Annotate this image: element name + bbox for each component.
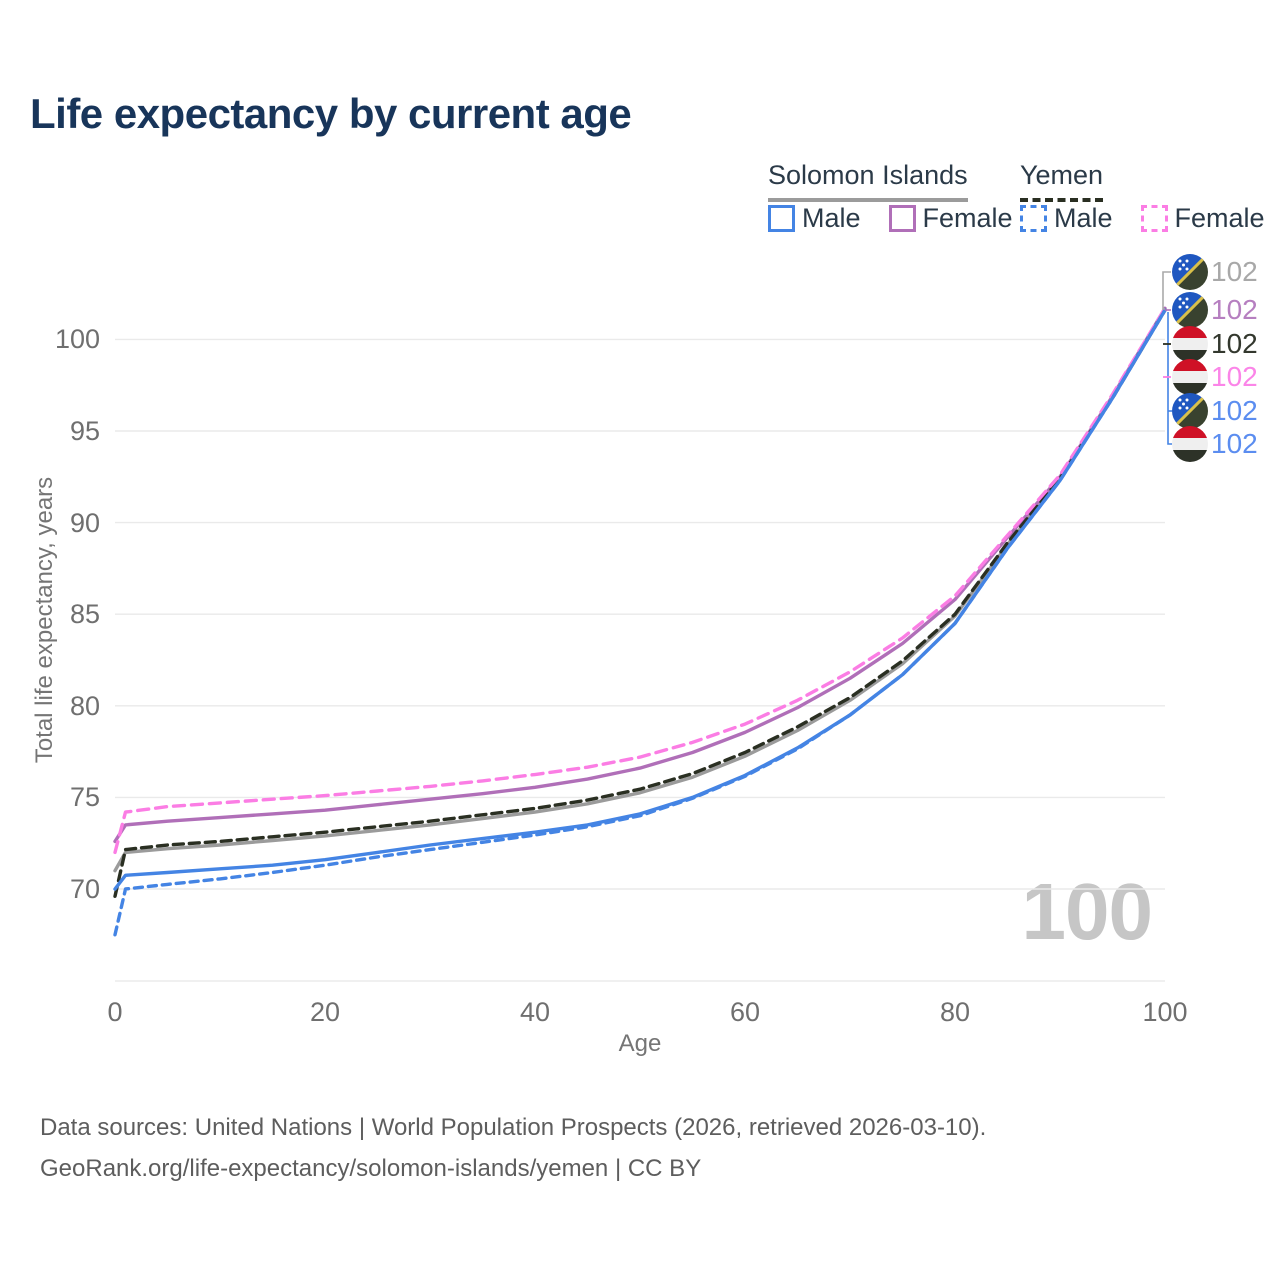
legend-label: Female: [1174, 203, 1265, 233]
y-tick-label: 75: [69, 782, 100, 813]
y-tick-label: 70: [69, 874, 100, 904]
endpoint-value-label: 102: [1211, 294, 1258, 325]
legend-swatch-solomon-female: [888, 205, 916, 232]
x-tick-label: 20: [309, 997, 341, 1027]
x-tick-label: 80: [939, 997, 971, 1027]
legend-group-yemen[interactable]: Yemen: [1020, 160, 1104, 202]
legend-swatch-solomon-male: [768, 205, 795, 232]
leader-line: [1162, 271, 1171, 310]
y-tick-label: 90: [69, 507, 100, 538]
y-tick-label: 100: [54, 324, 100, 355]
solomon-islands-flag-icon: [1172, 393, 1208, 429]
legend-swatch-yemen-female: [1140, 205, 1168, 232]
solomon-islands-flag-icon: [1172, 292, 1208, 328]
y-tick-label: 85: [69, 599, 100, 630]
series-line-yemen-dashed[interactable]: [113, 308, 1167, 937]
yemen-flag-icon: [1172, 326, 1208, 362]
x-tick-label: 100: [1142, 997, 1188, 1027]
x-axis-title: Age: [618, 1030, 662, 1057]
legend-label: Male: [1054, 203, 1113, 233]
endpoint-value-label: 102: [1211, 428, 1258, 459]
x-tick-label: 0: [107, 997, 123, 1027]
legend-item-solomon-female[interactable]: Female: [888, 203, 1013, 234]
endpoint-value-label: 102: [1211, 395, 1258, 426]
series-line-solomon-islands[interactable]: [113, 308, 1167, 891]
endpoint-value-label: 102: [1211, 256, 1258, 287]
footer: Data sources: United Nations | World Pop…: [40, 1107, 986, 1189]
current-age-watermark: 100: [1021, 867, 1153, 956]
legend-label: Female: [922, 203, 1013, 233]
legend-item-yemen-male[interactable]: Male: [1020, 203, 1113, 234]
y-tick-label: 95: [69, 416, 100, 446]
endpoint-value-label: 102: [1211, 361, 1258, 392]
footer-attribution: GeoRank.org/life-expectancy/solomon-isla…: [40, 1155, 702, 1182]
legend-swatch-yemen-male: [1020, 205, 1047, 232]
legend-item-yemen-female[interactable]: Female: [1140, 203, 1265, 234]
endpoint-value-label: 102: [1211, 328, 1258, 359]
legend-label: Male: [802, 203, 861, 233]
page-title: Life expectancy by current age: [30, 90, 632, 137]
x-tick-label: 40: [519, 997, 551, 1027]
legend-item-solomon-male[interactable]: Male: [768, 203, 861, 234]
y-tick-label: 80: [69, 690, 100, 721]
series-line-solomon-islands[interactable]: [113, 308, 1167, 873]
yemen-flag-icon: [1172, 426, 1208, 462]
legend-group-solomon-islands[interactable]: Solomon Islands: [768, 160, 968, 202]
footer-sources: Data sources: United Nations | World Pop…: [40, 1114, 987, 1141]
series-line-yemen-dashed[interactable]: [113, 306, 1167, 855]
series-line-yemen-dashed[interactable]: [113, 308, 1167, 898]
legend-row-solomon-islands: Male Female: [768, 203, 1013, 234]
solomon-islands-flag-icon: [1172, 254, 1208, 290]
series-line-solomon-islands[interactable]: [113, 306, 1167, 844]
x-tick-label: 60: [729, 997, 761, 1027]
leader-line: [1167, 312, 1172, 445]
yemen-flag-icon: [1172, 359, 1208, 395]
legend-row-yemen: Male Female: [1020, 203, 1265, 234]
